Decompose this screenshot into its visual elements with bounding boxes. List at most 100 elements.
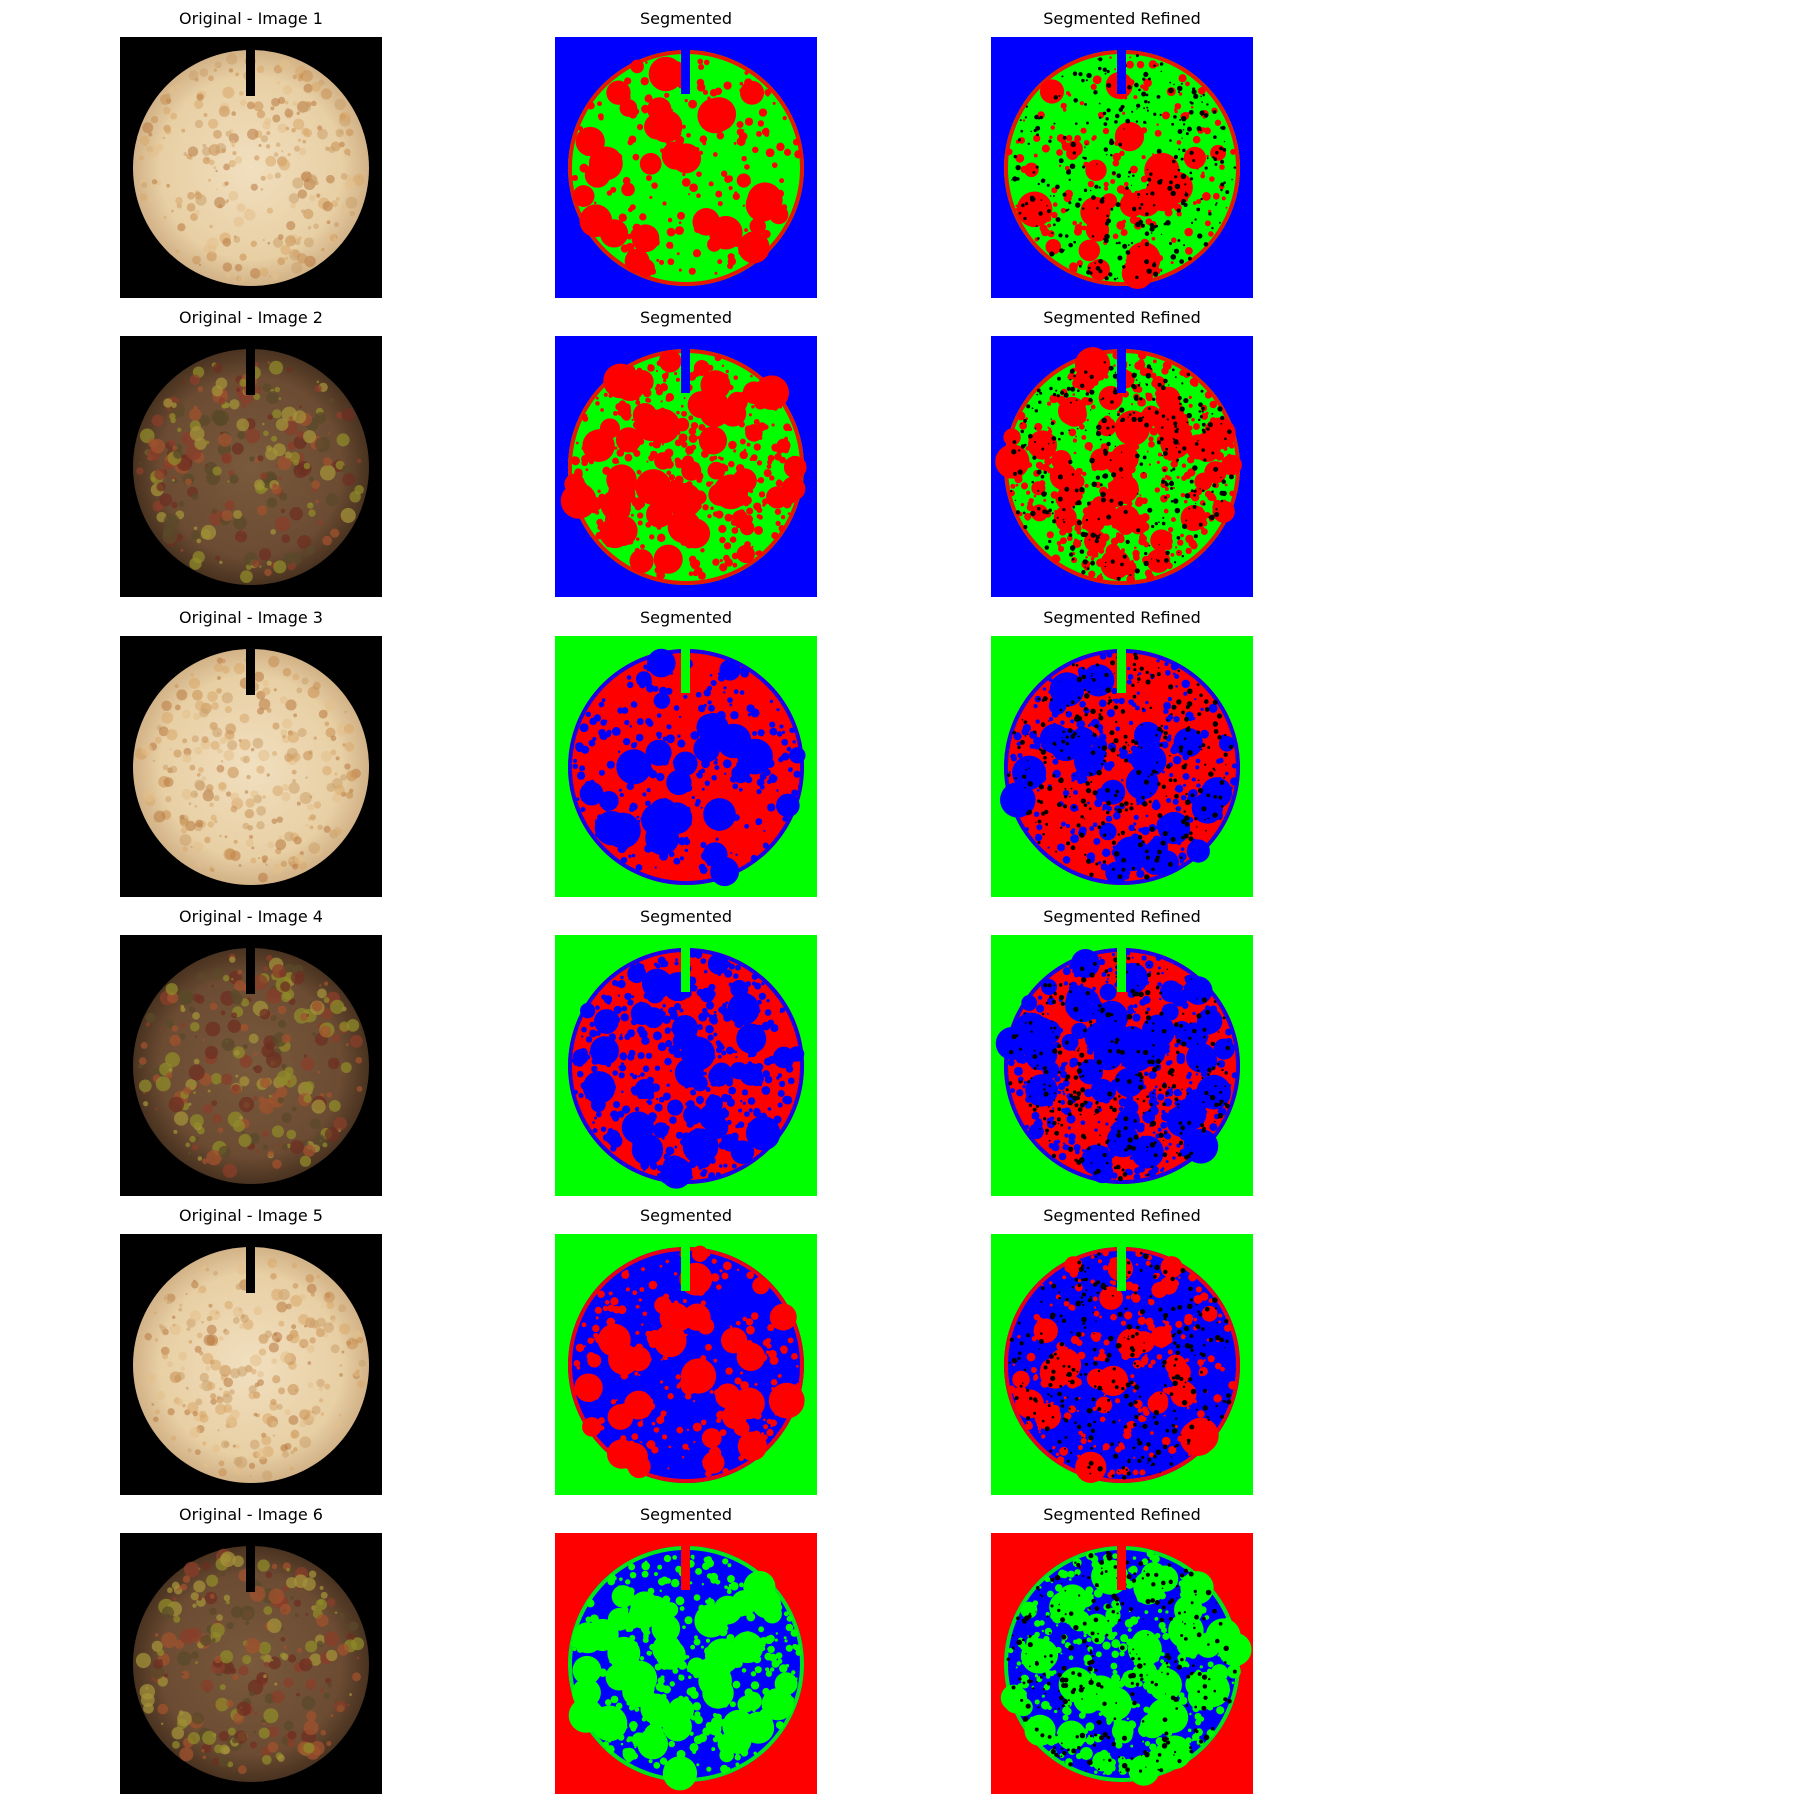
texture-spot	[240, 570, 253, 584]
mask-region	[749, 217, 766, 235]
refined-speck	[1082, 207, 1085, 210]
mask-region	[1015, 483, 1019, 487]
texture-spot	[253, 1096, 258, 1101]
refined-speck	[1149, 792, 1152, 795]
refined-speck	[1088, 771, 1090, 773]
texture-spot	[234, 980, 246, 992]
mask-region	[1110, 178, 1116, 184]
mask-region	[681, 442, 685, 446]
refined-speck	[1063, 521, 1066, 524]
refined-speck	[1090, 532, 1096, 538]
mask-region	[1098, 861, 1102, 865]
refined-speck	[1060, 431, 1064, 436]
mask-region	[739, 690, 745, 695]
original-image	[120, 336, 382, 597]
texture-spot	[174, 684, 179, 689]
refined-speck	[1060, 748, 1064, 752]
texture-spot	[313, 223, 319, 230]
texture-spot	[280, 729, 288, 737]
mask-region	[1214, 119, 1222, 126]
mask-region	[617, 707, 624, 714]
refined-speck	[1176, 458, 1180, 462]
refined-speck	[1020, 739, 1025, 745]
mask-region	[1170, 460, 1178, 468]
refined-speck	[1074, 488, 1079, 493]
refined-speck	[1217, 735, 1222, 740]
mask-region	[1163, 725, 1169, 730]
refined-speck	[1181, 835, 1185, 840]
texture-spot	[183, 1086, 192, 1095]
texture-spot	[187, 146, 199, 157]
refined-speck	[1102, 111, 1107, 116]
mask-region	[1012, 436, 1015, 439]
mask-region	[762, 1070, 770, 1078]
refined-speck	[1183, 810, 1186, 813]
mask-region	[771, 162, 778, 168]
refined-speck	[1070, 787, 1073, 790]
mask-region	[1126, 381, 1133, 387]
refined-speck	[1023, 216, 1027, 221]
mask-region	[745, 1034, 749, 1039]
texture-spot	[196, 772, 201, 777]
refined-speck	[1173, 154, 1178, 160]
refined-speck	[1225, 190, 1230, 195]
mask-region	[1164, 486, 1169, 491]
refined-speck	[1131, 110, 1134, 113]
mask-region	[678, 433, 688, 443]
texture-spot	[323, 997, 330, 1003]
refined-speck	[1157, 782, 1161, 786]
mask-region	[1088, 1068, 1095, 1075]
texture-spot	[231, 1012, 238, 1019]
refined-speck	[1145, 212, 1149, 217]
mask-region	[598, 115, 604, 121]
refined-speck	[1199, 693, 1203, 697]
refined-speck	[1040, 199, 1043, 202]
texture-spot	[250, 747, 255, 752]
mask-region	[707, 700, 712, 705]
mask-region	[1074, 524, 1082, 532]
texture-spot	[224, 181, 229, 186]
mask-region	[638, 1029, 648, 1039]
mask-region	[587, 101, 595, 110]
mask-region	[1016, 411, 1026, 421]
mask-region	[1120, 482, 1124, 486]
mask-region	[1185, 534, 1194, 544]
mask-region	[656, 772, 665, 782]
refined-speck	[1153, 64, 1156, 67]
mask-region	[1139, 494, 1142, 497]
texture-spot	[172, 478, 175, 482]
refined-speck	[1095, 535, 1100, 540]
texture-spot	[346, 1018, 360, 1032]
refined-speck	[1184, 763, 1188, 767]
texture-spot	[258, 386, 262, 390]
mask-region	[1103, 572, 1107, 575]
segmented-refined-image	[991, 935, 1253, 1196]
mask-region	[1015, 154, 1025, 163]
panel-r3-c1: Original - Image 3	[120, 608, 382, 897]
texture-spot	[207, 1089, 211, 1093]
texture-spot	[177, 223, 186, 232]
mask-region	[758, 436, 763, 440]
mask-region	[610, 1110, 619, 1119]
mask-region	[666, 227, 676, 237]
texture-spot	[241, 530, 244, 533]
refined-speck	[1105, 687, 1111, 693]
mask-region	[1145, 960, 1154, 969]
texture-spot	[303, 430, 317, 444]
refined-speck	[1044, 545, 1050, 550]
mask-region	[782, 1095, 791, 1105]
mask-region	[1111, 521, 1119, 529]
mask-region	[756, 130, 762, 137]
refined-speck	[1173, 561, 1177, 564]
mask-region	[598, 769, 605, 776]
texture-spot	[346, 770, 358, 782]
refined-speck	[1056, 802, 1062, 808]
refined-speck	[1187, 688, 1193, 695]
mask-region	[649, 534, 655, 540]
refined-speck	[1103, 237, 1106, 241]
mask-region	[1174, 1009, 1178, 1013]
mask-region	[1054, 1075, 1061, 1082]
texture-spot	[356, 458, 362, 464]
texture-spot	[207, 821, 215, 828]
texture-spot	[194, 119, 204, 129]
